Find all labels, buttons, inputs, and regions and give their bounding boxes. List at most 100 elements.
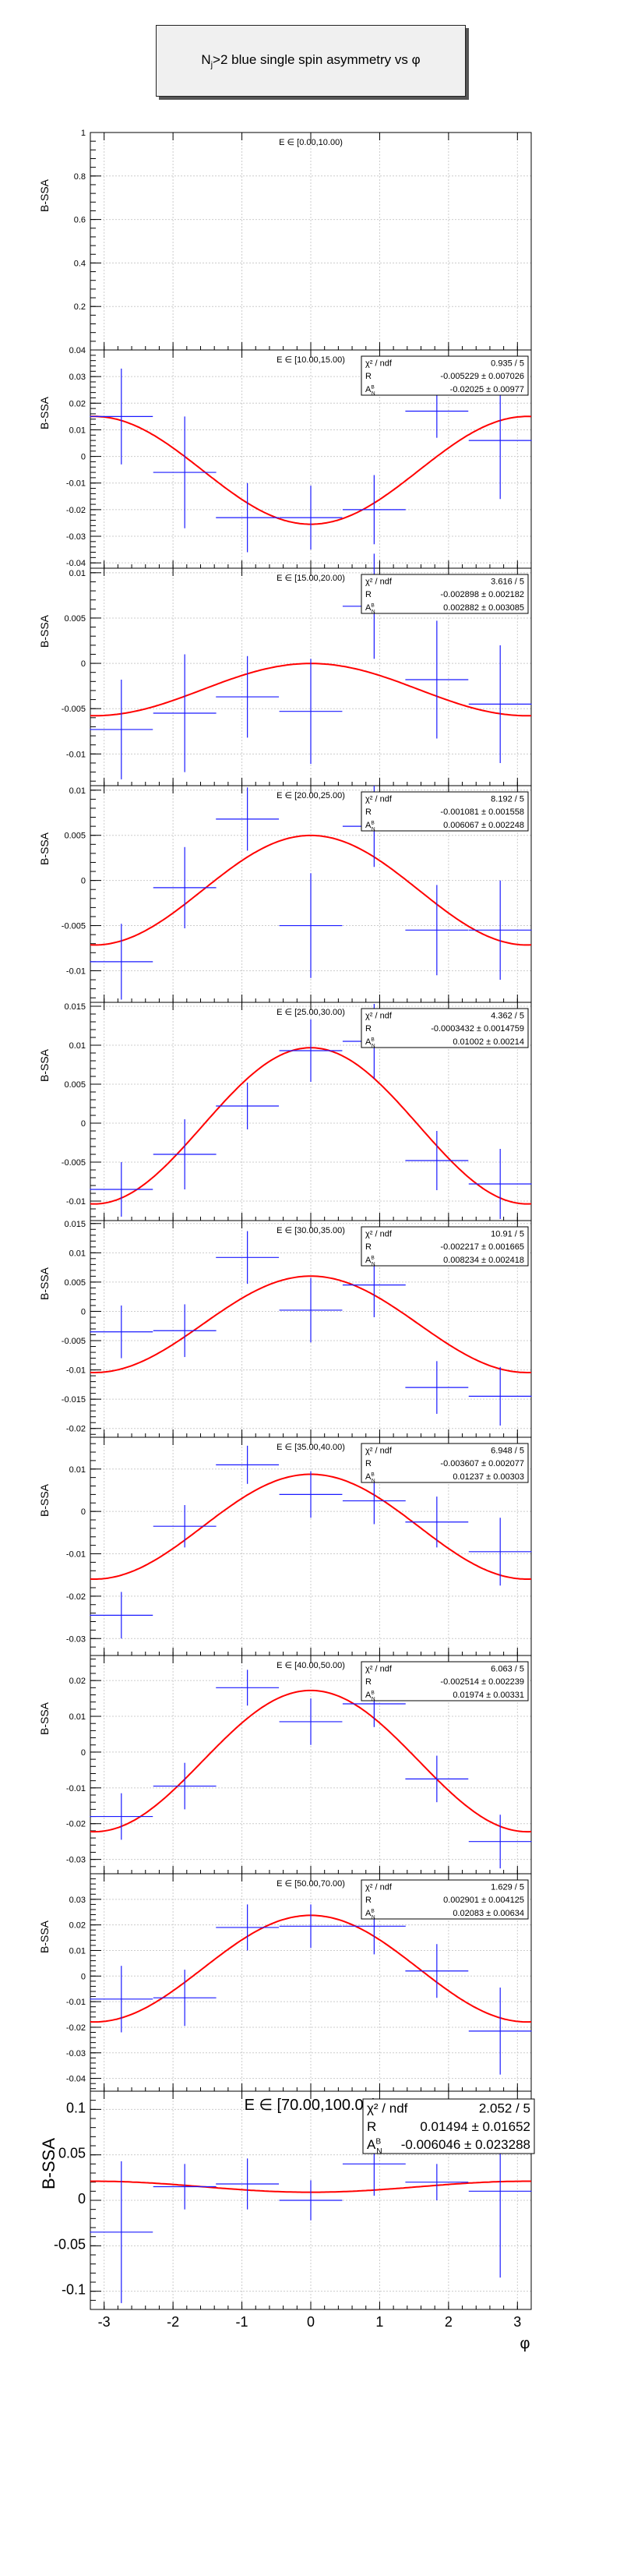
y-tick-label: 0 — [81, 1119, 86, 1129]
stats-box: χ² / ndf 10.91 / 5 R -0.002217 ± 0.001665 AB… — [361, 1226, 529, 1267]
stats-value-chi: 0.935 / 5 — [491, 359, 524, 369]
stats-label-r: R — [365, 1896, 372, 1905]
y-tick-label: 0 — [81, 453, 86, 462]
x-tick-label: 0 — [307, 2314, 315, 2330]
y-tick-label: 0.03 — [69, 1896, 86, 1905]
y-tick-label: -0.01 — [66, 1550, 86, 1560]
y-tick-label: 0 — [78, 2191, 86, 2207]
y-tick-label: 0 — [81, 1748, 86, 1758]
stats-label-a: AB N — [365, 384, 375, 396]
y-tick-label: -0.05 — [54, 2236, 86, 2252]
y-tick-label: -0.005 — [62, 922, 86, 931]
stats-label-chi: χ² / ndf — [365, 359, 393, 369]
y-tick-label: 0.01 — [69, 569, 86, 578]
stats-label-chi: χ² / ndf — [365, 578, 393, 587]
stats-box-frame — [361, 1443, 529, 1483]
y-tick-label: -0.005 — [62, 705, 86, 714]
y-tick-label: 0.01 — [69, 1041, 86, 1051]
stats-label-a: AB N — [365, 1472, 375, 1483]
y-tick-label: 0.01 — [69, 1249, 86, 1258]
y-tick-label: -0.02 — [66, 1592, 86, 1602]
stats-label-r: R — [365, 372, 372, 381]
x-tick-label: 1 — [375, 2314, 383, 2330]
stats-box-frame — [361, 791, 529, 832]
y-tick-label: 0.8 — [74, 172, 86, 182]
y-tick-label: 0.015 — [64, 1220, 86, 1229]
y-axis-label: B-SSA — [38, 614, 51, 648]
bin-label: E ∈ [30.00,35.00) — [277, 1226, 345, 1235]
y-tick-label: 0.02 — [69, 399, 86, 408]
stats-value-r: -0.002898 ± 0.002182 — [440, 590, 524, 599]
stats-label-chi: χ² / ndf — [365, 1883, 393, 1892]
panel-3: -0.01 -0.005 0 0.005 0.01 E ∈ [20.00,25.00) B-… — [38, 785, 532, 1003]
y-tick-label: 0.005 — [64, 614, 86, 624]
stats-value-chi: 6.948 / 5 — [491, 1447, 524, 1456]
panel-9: -0.1 -0.05 0 0.05 0.1 E ∈ [70.00,100.00) B-SSA… — [39, 2090, 535, 2310]
y-tick-label: 0.02 — [69, 1921, 86, 1931]
stats-label-chi: χ² / ndf — [365, 1230, 393, 1239]
y-axis-label: B-SSA — [38, 1267, 51, 1300]
y-tick-label: 0.01 — [69, 1465, 86, 1475]
fit-curve — [90, 1689, 532, 1833]
y-tick-label: 0 — [81, 1972, 86, 1981]
stats-value-a: 0.002882 ± 0.003085 — [443, 603, 524, 613]
stats-value-r: -0.0003432 ± 0.0014759 — [431, 1024, 524, 1034]
stats-label-a: AB N — [365, 1690, 375, 1701]
y-tick-label: 0.005 — [64, 1080, 86, 1090]
bin-label: E ∈ [40.00,50.00) — [277, 1661, 345, 1670]
stats-value-chi: 4.362 / 5 — [491, 1012, 524, 1021]
stats-value-r: 0.01494 ± 0.01652 — [420, 2119, 530, 2134]
y-tick-label: -0.015 — [62, 1395, 86, 1405]
stats-value-r: -0.002217 ± 0.001665 — [440, 1242, 524, 1252]
y-tick-label: -0.03 — [66, 2049, 86, 2058]
stats-value-a: 0.02083 ± 0.00634 — [453, 1909, 524, 1918]
bin-label: E ∈ [35.00,40.00) — [277, 1443, 345, 1452]
stats-label-r: R — [365, 807, 372, 817]
stats-value-a: -0.02025 ± 0.00977 — [450, 385, 524, 394]
y-tick-label: 0.02 — [69, 1677, 86, 1686]
stats-value-r: 0.002901 ± 0.004125 — [443, 1896, 524, 1905]
panel-4: -0.01 -0.005 0 0.005 0.01 0.015 E ∈ [25.00,30.… — [38, 1002, 532, 1221]
stats-value-a: 0.006067 ± 0.002248 — [443, 821, 524, 830]
stats-value-r: -0.002514 ± 0.002239 — [440, 1677, 524, 1687]
bin-label: E ∈ [70.00,100.00) — [245, 2097, 378, 2114]
panel-frame — [90, 2090, 532, 2310]
x-tick-label: 2 — [445, 2314, 453, 2330]
panel-5: -0.02 -0.015 -0.01 -0.005 0 0.005 0.01 0.015 E ∈… — [38, 1220, 532, 1438]
y-axis-label: B-SSA — [39, 2138, 58, 2189]
panel-0: 0.2 0.4 0.6 0.8 1 E ∈ [0.00,10.00) B-SSA — [38, 129, 532, 351]
y-tick-label: -0.04 — [66, 559, 86, 568]
stats-value-a: -0.006046 ± 0.023288 — [401, 2137, 530, 2152]
y-tick-label: -0.04 — [66, 2075, 86, 2084]
stats-label-a: AB N — [365, 1037, 375, 1048]
stats-label-r: R — [365, 1242, 372, 1252]
bin-label: E ∈ [50.00,70.00) — [277, 1879, 345, 1889]
stats-label-a: AB N — [367, 2137, 382, 2156]
stats-box-frame — [362, 2098, 535, 2154]
stats-box-frame — [361, 1661, 529, 1701]
y-tick-label: 0.005 — [64, 832, 86, 841]
stats-box: χ² / ndf 8.192 / 5 R -0.001081 ± 0.001558 AB… — [361, 791, 529, 832]
stats-box: χ² / ndf 2.052 / 5 R 0.01494 ± 0.01652 AB N -0… — [362, 2098, 535, 2156]
y-tick-label: -0.1 — [62, 2282, 86, 2298]
stats-label-a: AB N — [365, 1255, 375, 1267]
stats-box-frame — [361, 355, 529, 396]
y-tick-label: 0.005 — [64, 1278, 86, 1288]
x-tick-label: -3 — [98, 2314, 111, 2330]
y-tick-label: 0.4 — [74, 259, 86, 268]
stats-value-a: 0.01237 ± 0.00303 — [453, 1472, 524, 1482]
stats-label-a: AB N — [365, 602, 375, 614]
y-tick-label: -0.01 — [66, 1366, 86, 1376]
stats-value-r: -0.001081 ± 0.001558 — [440, 807, 524, 817]
stats-value-a: 0.01002 ± 0.00214 — [453, 1037, 524, 1047]
stats-label-r: R — [365, 1024, 372, 1034]
stats-label-r: R — [365, 590, 372, 599]
stats-label-chi: χ² / ndf — [367, 2101, 408, 2116]
panel-6: -0.03 -0.02 -0.01 0 0.01 E ∈ [35.00,40.00) B-S… — [38, 1436, 532, 1656]
y-axis-label: B-SSA — [38, 1048, 51, 1082]
x-tick-label: -2 — [167, 2314, 179, 2330]
stats-box: χ² / ndf 1.629 / 5 R 0.002901 ± 0.004125 AB N… — [361, 1879, 529, 1921]
stats-box: χ² / ndf 6.063 / 5 R -0.002514 ± 0.002239 AB… — [361, 1661, 529, 1702]
bin-label: E ∈ [25.00,30.00) — [277, 1008, 345, 1017]
